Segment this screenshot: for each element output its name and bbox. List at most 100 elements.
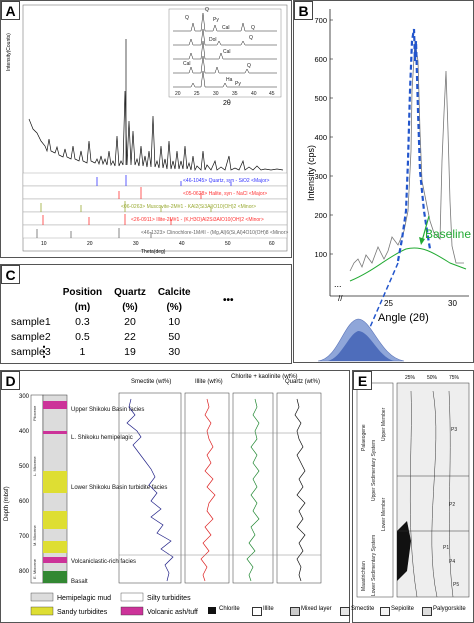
svg-text:<46-1323> Clinochlore-1M#II -: <46-1323> Clinochlore-1M#II - (Mg,Al)6(S…	[141, 230, 288, 236]
svg-text:Q: Q	[247, 63, 251, 69]
epoch-l-miocene: L. Miocene	[32, 456, 37, 476]
table-row: sample1 0.3 20 10	[11, 316, 181, 328]
panel-b: B Intensity (cps) 100 200 300 400 500 60…	[293, 0, 474, 363]
svg-text:Cal: Cal	[223, 49, 231, 55]
svg-text:20: 20	[87, 241, 93, 247]
svg-text:50: 50	[225, 241, 231, 247]
svg-text:300: 300	[314, 172, 327, 181]
svg-text:Q: Q	[185, 15, 189, 21]
legend-illite-swatch	[252, 607, 262, 616]
gaussian-inner	[328, 331, 394, 361]
svg-text:<05-0628> Halite, syn - NaCl <: <05-0628> Halite, syn - NaCl <Major>	[183, 191, 267, 197]
panel-a-svg: Intensity(Counts) Q Q Py Cal Q Dol Q	[6, 4, 288, 255]
baseline-label: Baseline	[425, 227, 471, 241]
panel-b-label: B	[294, 1, 313, 20]
panel-c: C Position (m) Quartz (%) Calcite (%) sampl…	[0, 264, 292, 364]
facies-basalt: Basalt	[71, 579, 88, 585]
epoch-pliocene: Pliocene	[32, 405, 37, 421]
legend-sepiolite-swatch	[380, 607, 390, 616]
panel-b-svg: Intensity (cps) 100 200 300 400 500 600 …	[306, 9, 471, 362]
panel-b-xlabel: Angle (2θ)	[378, 312, 429, 324]
svg-text:300: 300	[19, 394, 30, 400]
svg-text:200: 200	[314, 211, 327, 220]
col-lower-member: Lower Member	[381, 497, 387, 531]
svg-text:Q: Q	[205, 7, 209, 13]
svg-text:500: 500	[19, 464, 30, 470]
svg-text:600: 600	[19, 499, 30, 505]
baseline-curve	[349, 247, 467, 282]
svg-text:P1: P1	[443, 545, 449, 551]
svg-text:600: 600	[314, 55, 327, 64]
panel-d-label: D	[1, 371, 20, 390]
legend-sepiolite: Sepiolite	[391, 606, 415, 612]
svg-text:P2: P2	[449, 502, 455, 508]
panel-c-label: C	[1, 265, 20, 284]
svg-text:30: 30	[133, 241, 139, 247]
svg-text:400: 400	[19, 429, 30, 435]
svg-text:700: 700	[314, 16, 327, 25]
svg-text:P4: P4	[449, 559, 455, 565]
svg-text:500: 500	[314, 94, 327, 103]
inset-traces	[173, 12, 277, 88]
panel-d: D Depth (mbsf) 300 400 500 600 700 800 P…	[0, 370, 350, 623]
panel-a-ylabel: Intensity(Counts)	[6, 33, 12, 71]
svg-text:<26-0911> Illite-2M#1 - (K,H3O: <26-0911> Illite-2M#1 - (K,H3O)Al2Si3AlO…	[131, 217, 264, 223]
svg-text:25: 25	[194, 91, 200, 97]
panel-a-xlabel: Theta(deg)	[141, 249, 166, 255]
dashed-peak	[396, 28, 432, 262]
legend-chlorite: Chlorite	[219, 606, 240, 612]
sample-table: Position (m) Quartz (%) Calcite (%) sample1…	[5, 285, 197, 360]
chart-quartz: Quartz (wt%)	[276, 379, 322, 584]
panel-e: E 25% 50% 75% Palaeogene Upper Sedimenta…	[352, 370, 474, 623]
legend-smectite-swatch	[340, 607, 350, 616]
header-position: Position (m)	[62, 287, 103, 313]
panel-e-label: E	[353, 371, 372, 390]
panel-e-top-ticks: 25% 50% 75%	[405, 375, 460, 381]
panel-b-y-ticks: 100 200 300 400 500 600 700	[314, 16, 327, 259]
svg-text:40: 40	[179, 241, 185, 247]
inset-x-ticks: 20 25 30 35 40 45	[175, 91, 275, 97]
panel-a-x-ticks: 10 20 30 40 50 60	[41, 241, 275, 247]
zone-labels: P3 P2 P1 P4 P5	[443, 427, 459, 588]
facies-hemipelagic: L. Shikoku hemipelagic	[71, 435, 133, 441]
svg-text:Illite (wt%): Illite (wt%)	[195, 379, 223, 385]
epoch-e-miocene: E. Miocene	[32, 558, 37, 579]
svg-text:10: 10	[41, 241, 47, 247]
reference-labels: <46-1045> Quartz, syn - SiO2 <Major> <05…	[121, 178, 288, 236]
svg-text:P5: P5	[453, 582, 459, 588]
panel-b-break: //	[338, 294, 343, 303]
legend-palygorskite-swatch	[422, 607, 432, 616]
inset-xlabel: 2θ	[223, 100, 231, 107]
col-palaeogene: Palaeogene	[361, 424, 367, 451]
panel-a: A Intensity(Counts) Q Q Py Cal Q	[0, 0, 292, 258]
col-upper-member: Upper Member	[381, 407, 387, 441]
svg-text:30: 30	[213, 91, 219, 97]
svg-text:Dol: Dol	[209, 37, 217, 43]
col-maastrichtian: Maastrichtian	[361, 561, 367, 591]
svg-text:100: 100	[314, 250, 327, 259]
chart-chlorite-kaolinite: Chlorite + kaolinite (wt%)	[231, 374, 298, 584]
svg-text:<46-1045> Quartz, syn - SiO2 <: <46-1045> Quartz, syn - SiO2 <Major>	[183, 178, 270, 184]
panel-d-legend: Hemipelagic mud Silty turbidites Sandy t…	[30, 592, 198, 616]
svg-text:35: 35	[232, 91, 238, 97]
svg-text:25%: 25%	[405, 375, 416, 381]
panel-b-dots: ...	[334, 279, 342, 289]
svg-text:40: 40	[251, 91, 257, 97]
svg-text:Smectite (wt%): Smectite (wt%)	[131, 379, 171, 385]
svg-text:Hemipelagic mud: Hemipelagic mud	[57, 595, 111, 602]
facies-upper: Upper Shikoku Basin facies	[71, 407, 144, 413]
svg-text:Cal: Cal	[183, 61, 191, 67]
svg-text:75%: 75%	[449, 375, 460, 381]
panel-b-xtick-25: 25	[384, 299, 393, 308]
panel-d-svg: Depth (mbsf) 300 400 500 600 700 800 Pli…	[4, 374, 322, 616]
svg-text:Silty turbidites: Silty turbidites	[147, 595, 191, 602]
table-row: sample3 1 19 30	[11, 346, 181, 358]
col-upper-system: Upper Sedimentary System	[371, 440, 377, 501]
depth-label: Depth (mbsf)	[4, 486, 10, 521]
svg-text:60: 60	[269, 241, 275, 247]
facies-volcaniclastic: Volcaniclastic-rich facies	[71, 559, 136, 565]
svg-text:700: 700	[19, 534, 30, 540]
svg-text:Py: Py	[235, 81, 241, 87]
header-calcite: Calcite (%)	[157, 287, 191, 313]
